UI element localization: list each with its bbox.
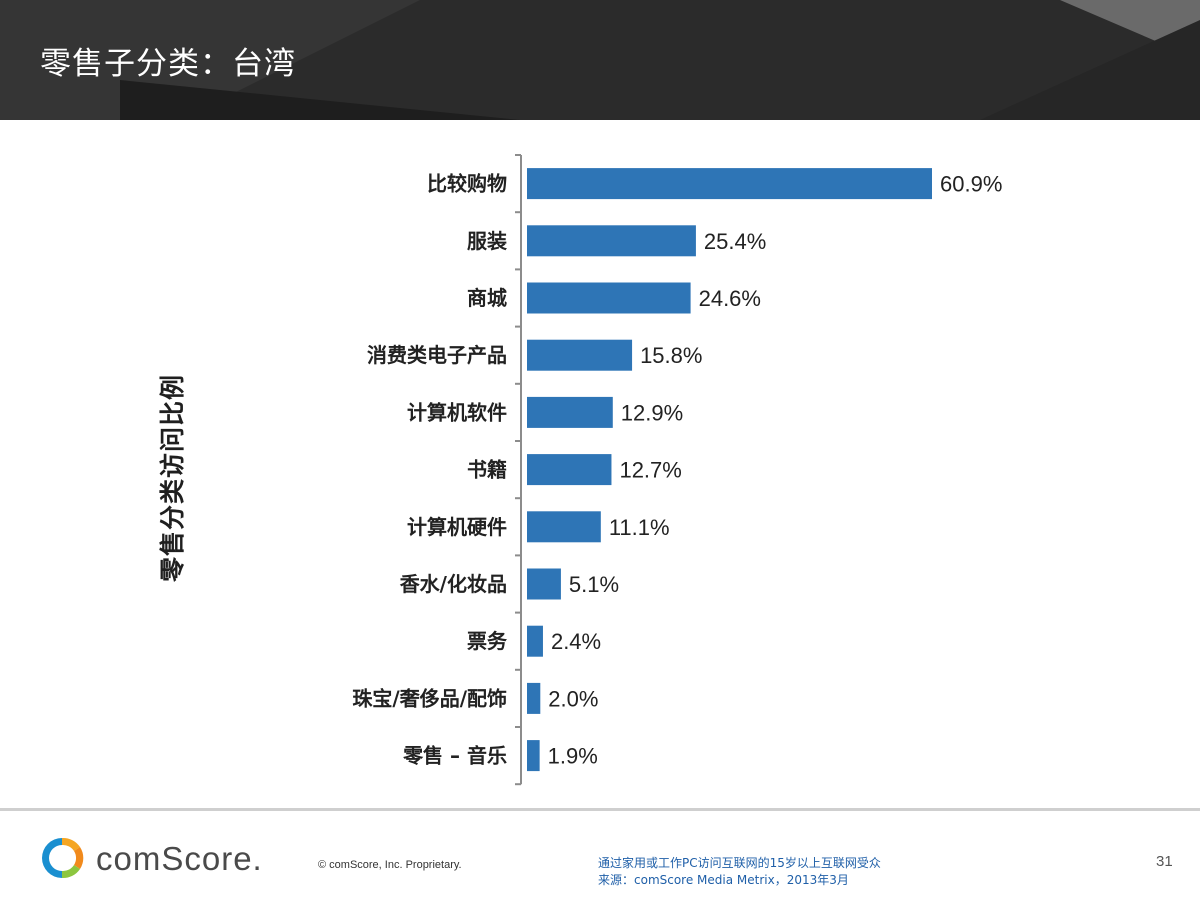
value-label: 11.1% <box>609 515 670 540</box>
page-number: 31 <box>1156 853 1173 870</box>
comscore-logo-text: comScore. <box>96 840 263 877</box>
category-label: 票务 <box>467 629 508 653</box>
category-label: 消费类电子产品 <box>367 343 507 367</box>
bar <box>527 168 932 200</box>
bar <box>527 682 541 714</box>
value-label: 5.1% <box>569 572 619 597</box>
category-label: 珠宝/奢侈品/配饰 <box>352 686 507 710</box>
comscore-logo-icon <box>42 837 84 879</box>
slide-title: 零售子分类：台湾 <box>40 46 296 82</box>
bar-chart: 比较购物 60.9% 服装 25.4% 商城 24.6% 消费类电子产品 15.8% 计算机软件… <box>0 120 1200 810</box>
category-label: 香水/化妆品 <box>400 572 507 596</box>
category-label: 服装 <box>467 229 507 253</box>
footer-divider <box>0 808 1200 811</box>
bar <box>527 454 612 486</box>
category-label: 比较购物 <box>427 172 507 196</box>
category-label: 计算机硬件 <box>407 515 507 539</box>
category-label: 计算机软件 <box>407 400 507 424</box>
bar <box>527 225 696 257</box>
value-label: 15.8% <box>640 343 702 368</box>
value-label: 2.4% <box>551 629 601 654</box>
copyright-text: © comScore, Inc. Proprietary. <box>318 859 462 871</box>
comscore-logo: comScore. <box>40 835 300 881</box>
category-label: 书籍 <box>467 458 507 482</box>
bar <box>527 740 540 772</box>
source-note-line-2: 来源：comScore Media Metrix，2013年3月 <box>598 873 849 887</box>
bar <box>527 625 543 657</box>
value-label: 12.7% <box>619 458 681 483</box>
slide-header: 零售子分类：台湾 <box>0 0 1200 120</box>
source-note-line-1: 通过家用或工作PC访问互联网的15岁以上互联网受众 <box>598 856 881 870</box>
value-label: 12.9% <box>621 400 683 425</box>
category-label: 商城 <box>467 286 507 310</box>
value-label: 2.0% <box>548 686 598 711</box>
value-label: 25.4% <box>704 229 766 254</box>
header-background <box>0 0 1200 120</box>
bar <box>527 568 561 600</box>
bar <box>527 339 633 371</box>
bar <box>527 511 601 543</box>
value-label: 24.6% <box>699 286 761 311</box>
source-note: 通过家用或工作PC访问互联网的15岁以上互联网受众 来源：comScore Me… <box>598 855 881 889</box>
y-axis-label: 零售分类访问比例 <box>158 373 187 583</box>
bar-chart-svg: 比较购物 60.9% 服装 25.4% 商城 24.6% 消费类电子产品 15.8% 计算机软件… <box>352 154 1002 786</box>
slide-footer: comScore. © comScore, Inc. Proprietary. … <box>0 811 1200 900</box>
category-label: 零售 – 音乐 <box>402 744 507 768</box>
bar <box>527 282 691 314</box>
bar <box>527 396 613 428</box>
value-label: 60.9% <box>940 172 1002 197</box>
value-label: 1.9% <box>548 744 598 769</box>
